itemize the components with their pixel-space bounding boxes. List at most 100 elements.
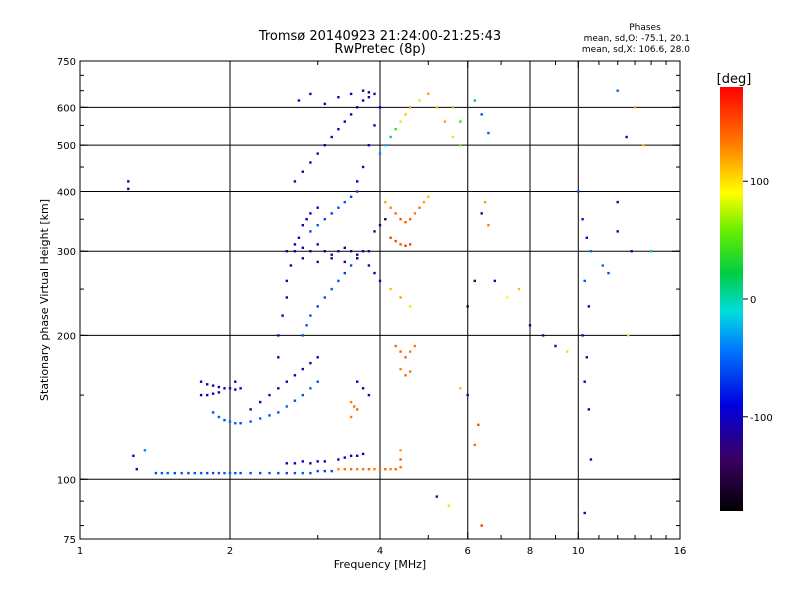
data-point — [301, 257, 304, 260]
data-point — [285, 380, 288, 383]
data-point — [367, 144, 371, 147]
stats-line-o: mean, sd,O: -75.1, 20.1 — [584, 34, 690, 44]
x-tick-label: 16 — [674, 546, 687, 557]
data-point — [285, 279, 288, 283]
data-point — [583, 380, 586, 383]
data-point — [337, 96, 340, 99]
data-point — [132, 454, 135, 457]
data-point — [349, 400, 353, 404]
data-point — [399, 243, 402, 246]
data-point — [367, 468, 371, 471]
data-point — [249, 420, 252, 423]
x-tick-label: 6 — [465, 546, 471, 557]
data-point — [173, 471, 176, 475]
data-point — [330, 135, 333, 139]
data-point — [316, 224, 319, 227]
data-point — [323, 144, 326, 147]
data-point — [649, 250, 653, 253]
data-point — [277, 387, 280, 390]
data-point — [301, 460, 304, 463]
data-point — [277, 411, 280, 414]
data-point — [309, 92, 312, 96]
data-point — [301, 224, 304, 227]
data-point — [409, 350, 412, 353]
data-point — [373, 92, 376, 96]
data-point — [409, 305, 412, 308]
data-point — [239, 471, 242, 475]
data-point — [281, 314, 284, 317]
data-point — [285, 462, 288, 465]
data-point — [477, 423, 480, 426]
data-point — [343, 468, 346, 471]
data-point — [399, 458, 402, 461]
data-point — [487, 131, 490, 135]
y-tick-label: 300 — [57, 247, 76, 258]
data-point — [399, 449, 402, 452]
data-point — [239, 387, 242, 390]
data-point — [330, 253, 333, 256]
data-point — [293, 250, 297, 253]
data-point — [589, 458, 593, 461]
data-point — [413, 344, 417, 348]
data-point — [384, 200, 387, 204]
data-point — [361, 468, 365, 471]
data-point — [399, 350, 402, 353]
data-point — [394, 128, 397, 131]
data-point — [309, 212, 312, 215]
data-point — [223, 418, 226, 422]
data-point — [285, 296, 288, 299]
colorbar-tick-label: 100 — [750, 177, 769, 188]
data-point — [404, 374, 407, 377]
data-point — [583, 511, 586, 515]
data-point — [480, 113, 483, 116]
data-point — [353, 405, 356, 408]
data-point — [223, 471, 226, 475]
data-point — [301, 170, 304, 173]
data-point — [239, 422, 242, 425]
data-point — [199, 471, 203, 475]
data-point — [293, 471, 297, 475]
data-point — [316, 260, 319, 264]
data-point — [349, 92, 353, 96]
data-point — [466, 305, 469, 308]
data-point — [361, 165, 365, 169]
data-point — [378, 106, 382, 109]
data-point — [343, 271, 346, 275]
data-point — [211, 471, 215, 475]
colorbar-tick-label: -100 — [750, 413, 773, 424]
data-point — [493, 279, 496, 283]
data-point — [349, 195, 353, 198]
data-point — [435, 106, 438, 109]
y-tick-label: 75 — [63, 535, 76, 546]
data-point — [323, 102, 326, 106]
data-point — [587, 305, 590, 308]
data-point — [367, 264, 371, 267]
data-point — [356, 454, 359, 457]
data-point — [361, 387, 365, 390]
data-point — [285, 250, 288, 253]
data-point — [409, 106, 412, 109]
data-point — [234, 422, 237, 425]
data-point — [217, 415, 221, 419]
data-point — [323, 469, 326, 473]
x-tick-label: 2 — [227, 546, 233, 557]
data-point — [305, 218, 308, 221]
y-tick-label: 100 — [57, 475, 76, 486]
data-point — [451, 135, 454, 139]
data-point — [343, 260, 346, 264]
data-point — [301, 367, 304, 371]
data-point — [473, 443, 476, 447]
data-point — [378, 468, 382, 471]
data-point — [217, 471, 221, 475]
data-point — [330, 469, 333, 473]
data-point — [349, 468, 353, 471]
colorbar-label: [deg] — [717, 72, 752, 87]
data-point — [323, 296, 326, 299]
data-point — [443, 120, 447, 123]
data-point — [447, 504, 451, 507]
data-point — [399, 120, 402, 123]
data-point — [389, 236, 392, 239]
data-point — [435, 495, 438, 498]
data-point — [211, 392, 215, 395]
data-point — [154, 471, 158, 475]
